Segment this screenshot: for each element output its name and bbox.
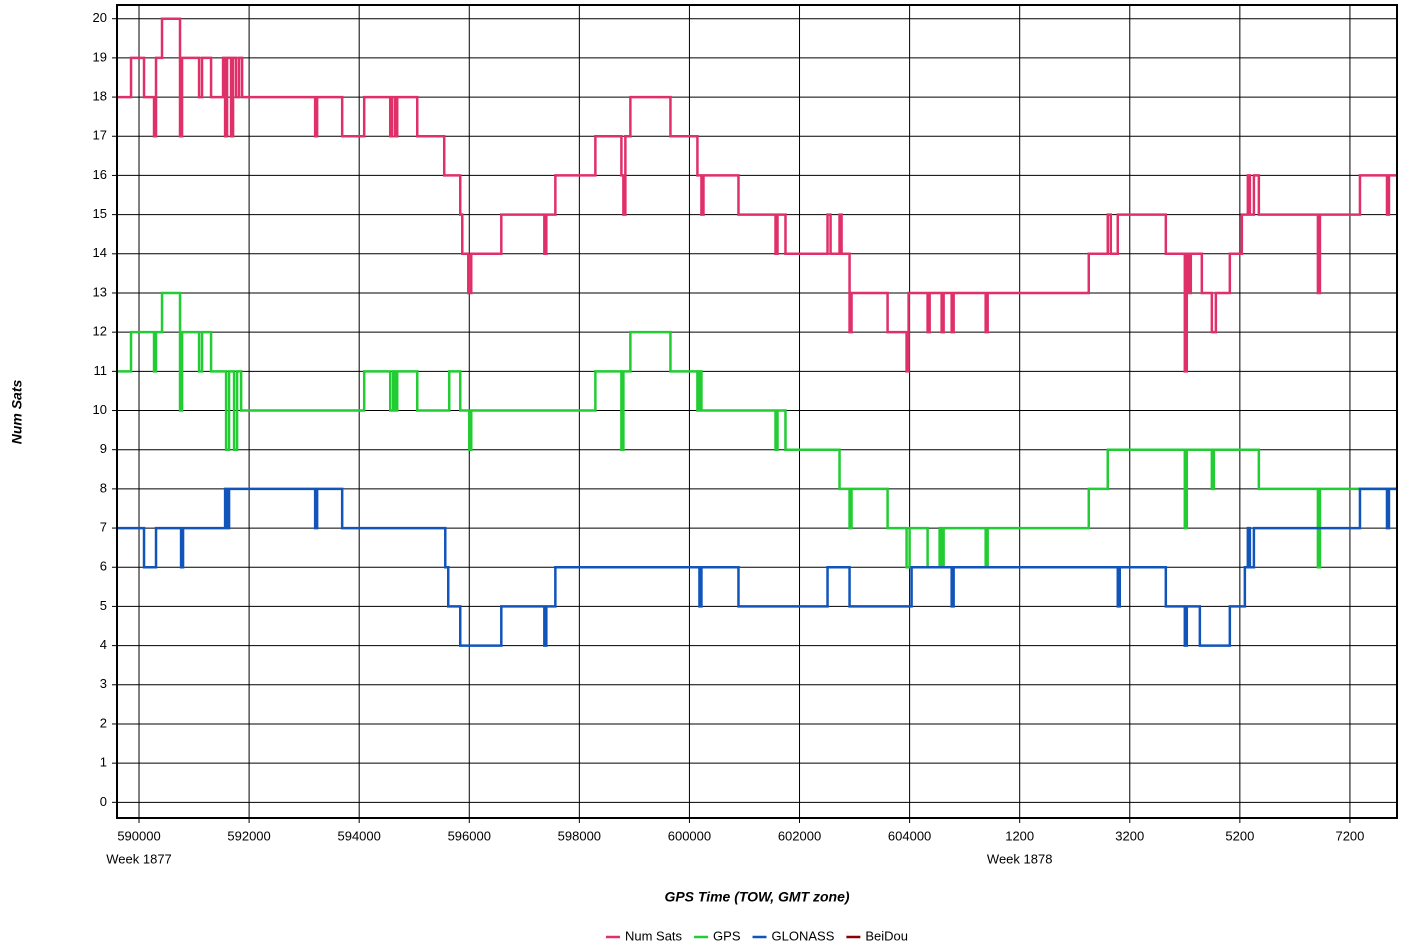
series-line xyxy=(117,487,1397,647)
legend-label: Num Sats xyxy=(625,928,683,943)
y-tick-label: 1 xyxy=(100,755,107,770)
x-tick-label: 592000 xyxy=(227,828,270,843)
x-tick-label: 1200 xyxy=(1005,828,1034,843)
y-tick-label: 4 xyxy=(100,637,107,652)
x-tick-label: 594000 xyxy=(337,828,380,843)
y-tick-label: 9 xyxy=(100,441,107,456)
y-tick-label: 12 xyxy=(93,324,107,339)
y-tick-label: 18 xyxy=(93,89,107,104)
x-tick-label: 3200 xyxy=(1115,828,1144,843)
legend-label: GPS xyxy=(713,928,741,943)
x-tick-label: 602000 xyxy=(778,828,821,843)
legend: Num Sats GPS GLONASS BeiDou xyxy=(605,928,908,943)
x-tick-label: 598000 xyxy=(558,828,601,843)
x-tick-label: 590000 xyxy=(117,828,160,843)
y-tick-label: 0 xyxy=(100,794,107,809)
x-tick-label: 5200 xyxy=(1225,828,1254,843)
y-tick-label: 15 xyxy=(93,206,107,221)
legend-label: GLONASS xyxy=(772,928,835,943)
week-label: Week 1877 xyxy=(106,851,172,866)
y-tick-label: 13 xyxy=(93,284,107,299)
y-tick-label: 6 xyxy=(100,559,107,574)
x-tick-label: 596000 xyxy=(448,828,491,843)
x-tick-label: 7200 xyxy=(1335,828,1364,843)
y-tick-label: 19 xyxy=(93,49,107,64)
plot-border xyxy=(116,4,1398,819)
x-tick-label: 604000 xyxy=(888,828,931,843)
y-tick-label: 11 xyxy=(94,363,108,378)
legend-label: BeiDou xyxy=(865,928,908,943)
y-tick-label: 14 xyxy=(93,245,107,260)
y-tick-label: 20 xyxy=(93,10,107,25)
week-label: Week 1878 xyxy=(987,851,1053,866)
y-tick-label: 3 xyxy=(100,676,107,691)
y-tick-label: 7 xyxy=(100,520,107,535)
y-tick-label: 5 xyxy=(100,598,107,613)
y-tick-label: 16 xyxy=(93,167,107,182)
y-axis-title: Num Sats xyxy=(9,380,25,445)
y-tick-label: 10 xyxy=(93,402,107,417)
series-line xyxy=(117,17,1397,373)
series-line xyxy=(117,291,1397,569)
y-tick-label: 2 xyxy=(100,715,107,730)
x-tick-label: 600000 xyxy=(668,828,711,843)
x-axis-title: GPS Time (TOW, GMT zone) xyxy=(664,889,849,905)
y-tick-label: 17 xyxy=(93,128,107,143)
y-tick-label: 8 xyxy=(100,480,107,495)
